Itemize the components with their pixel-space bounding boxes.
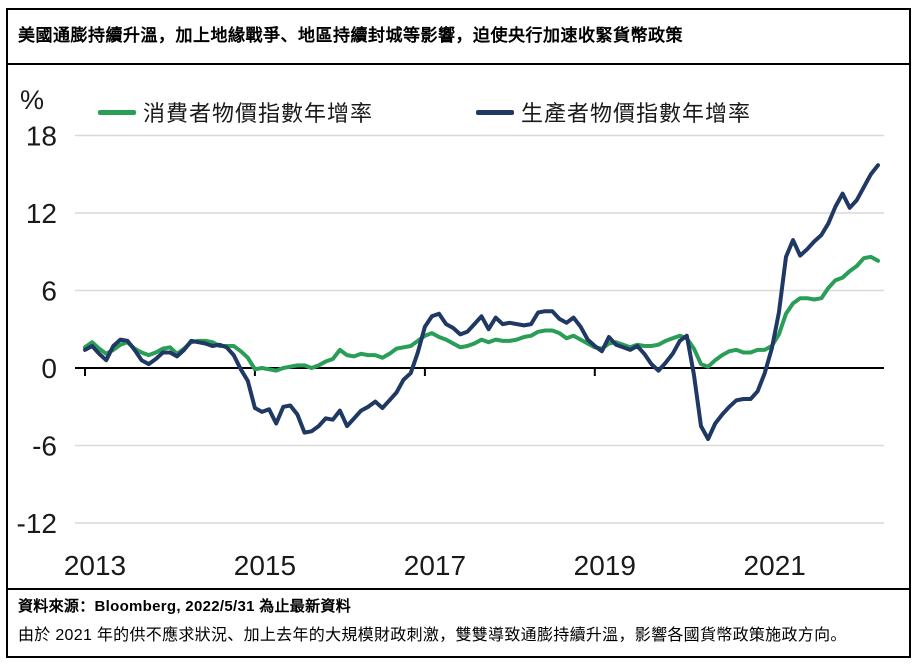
- x-tick-label: 2019: [574, 550, 636, 581]
- y-tick-label: -12: [17, 508, 57, 539]
- x-tick-label: 2015: [234, 550, 296, 581]
- chart-area: % 消費者物價指數年增率 生產者物價指數年增率 2013 2015 2017 2019…: [8, 65, 909, 588]
- ppi-legend-line: [476, 109, 514, 115]
- footer: 資料來源：Bloomberg, 2022/5/31 為止最新資料 由於 2021…: [8, 588, 909, 660]
- x-tick-label: 2017: [404, 550, 466, 581]
- y-axis-unit-label: %: [20, 85, 45, 115]
- x-tick-label: 2013: [64, 550, 126, 581]
- cpi-line: [83, 254, 880, 373]
- y-tick-label: 12: [26, 198, 57, 229]
- y-tick-label: 6: [41, 276, 57, 307]
- y-tick-label: 18: [26, 121, 57, 152]
- legend-item-ppi: 生產者物價指數年增率: [476, 96, 751, 128]
- x-tick-label: 2021: [744, 550, 806, 581]
- note-text: 由於 2021 年的供不應求狀況、加上去年的大規模財政刺激，雙雙導致通膨持續升溫…: [18, 627, 847, 644]
- ppi-line: [83, 163, 880, 441]
- inflation-line-chart: 2013 2015 2017 2019 2021 18 12 6 0 -6 -12: [17, 121, 884, 581]
- title-bar: 美國通膨持續升溫，加上地緣戰爭、地區持續封城等影響，迫使央行加速收緊貨幣政策: [8, 10, 909, 65]
- y-tick-label: 0: [41, 353, 57, 384]
- legend-item-cpi: 消費者物價指數年增率: [98, 96, 373, 128]
- ppi-legend-label: 生產者物價指數年增率: [521, 101, 752, 126]
- report-title: 美國通膨持續升溫，加上地緣戰爭、地區持續封城等影響，迫使央行加速收緊貨幣政策: [18, 26, 683, 46]
- y-tick-label: -6: [32, 431, 57, 462]
- source-text: 資料來源：Bloomberg, 2022/5/31 為止最新資料: [18, 598, 352, 615]
- chart-frame: 美國通膨持續升溫，加上地緣戰爭、地區持續封城等影響，迫使央行加速收緊貨幣政策 %…: [6, 8, 911, 658]
- cpi-legend-line: [98, 109, 136, 115]
- cpi-legend-label: 消費者物價指數年增率: [143, 101, 374, 126]
